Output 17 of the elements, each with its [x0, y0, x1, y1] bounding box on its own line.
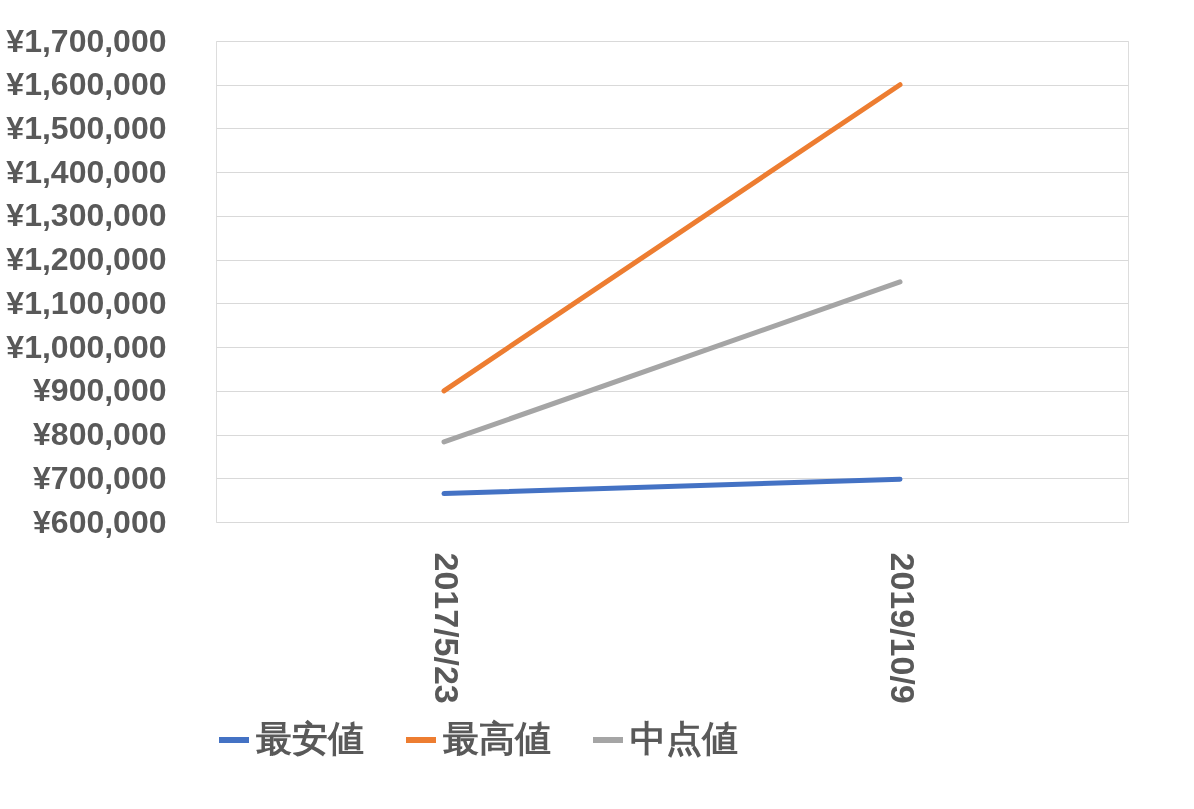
x-tick-label: 2019/10/9 — [883, 552, 922, 704]
y-tick-label: ¥1,200,000 — [6, 241, 167, 278]
y-tick-label: ¥1,100,000 — [6, 284, 167, 321]
y-tick-label: ¥800,000 — [33, 416, 167, 453]
y-tick-label: ¥600,000 — [33, 503, 167, 540]
y-tick-label: ¥1,500,000 — [6, 109, 167, 146]
legend-label: 中点値 — [630, 718, 738, 759]
y-tick-label: ¥700,000 — [33, 459, 167, 496]
legend-label: 最高値 — [443, 718, 551, 759]
y-tick-label: ¥1,000,000 — [6, 328, 167, 365]
y-tick-label: ¥1,700,000 — [6, 22, 167, 59]
y-tick-label: ¥1,400,000 — [6, 153, 167, 190]
y-tick-label: ¥900,000 — [33, 372, 167, 409]
y-tick-label: ¥1,300,000 — [6, 197, 167, 234]
x-tick-label: 2017/5/23 — [427, 552, 466, 704]
y-tick-label: ¥1,600,000 — [6, 66, 167, 103]
legend-label: 最安値 — [256, 718, 364, 759]
